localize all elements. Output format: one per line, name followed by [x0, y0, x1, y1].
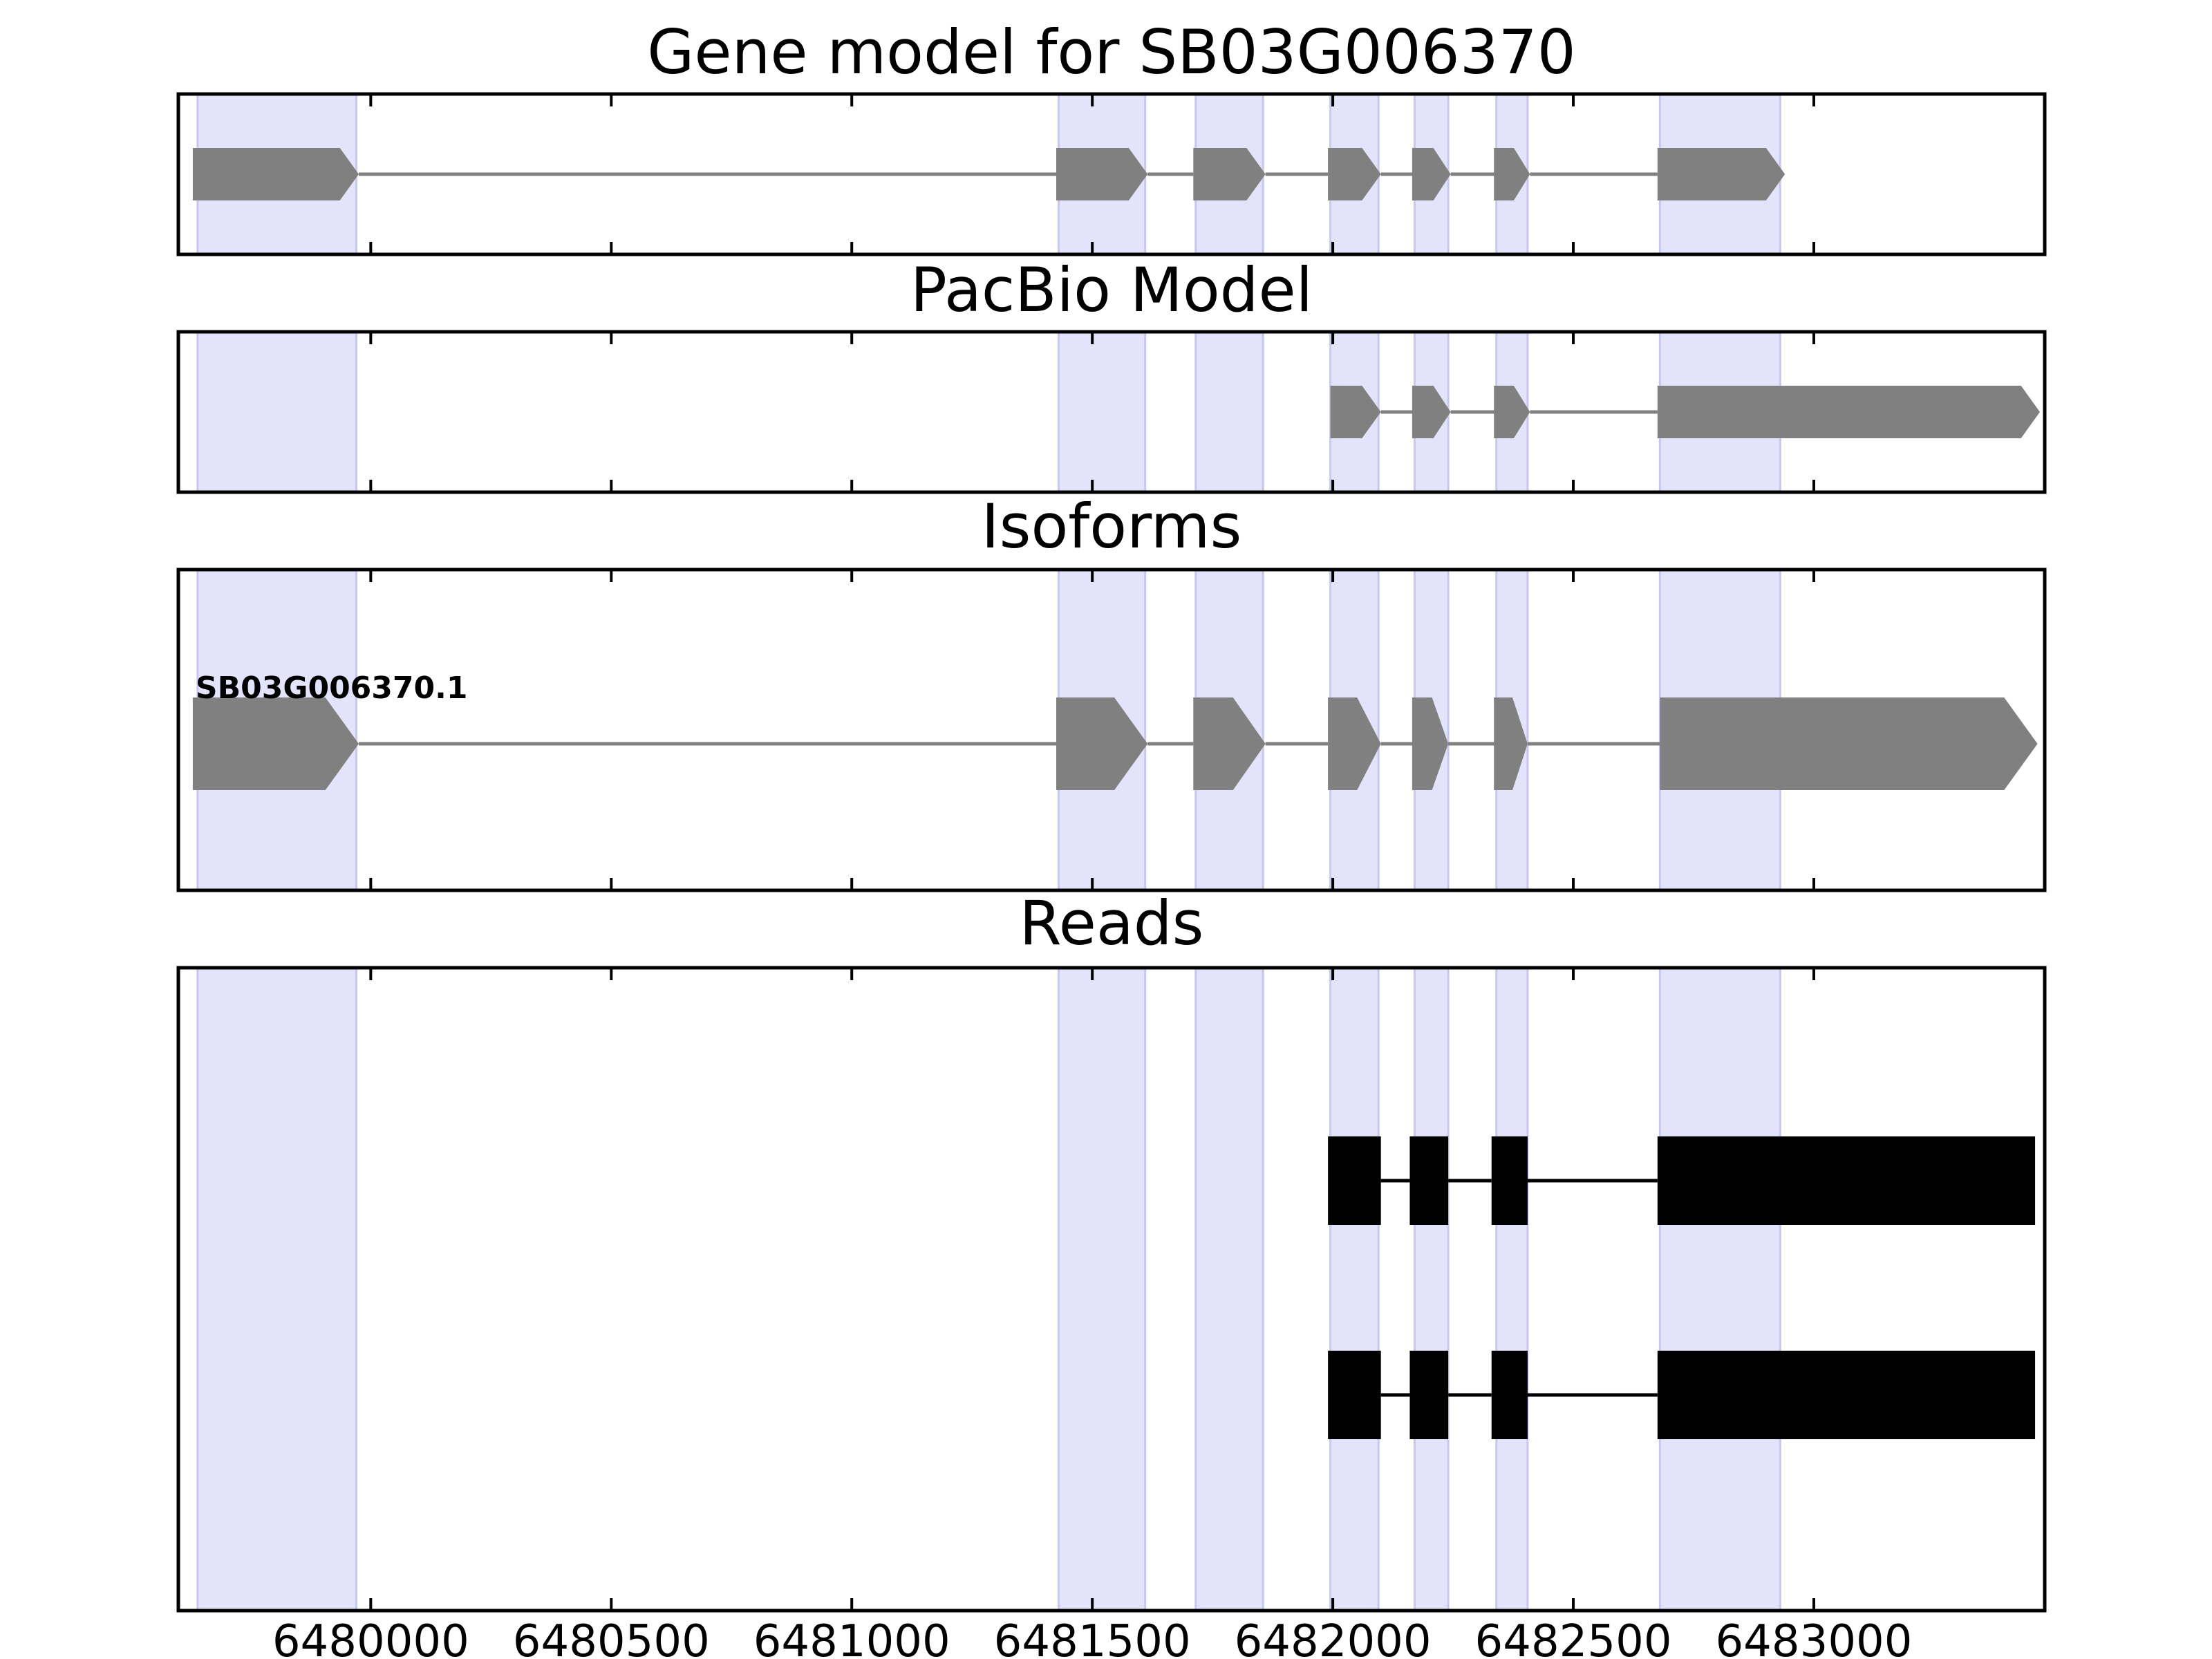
x-tick-label: 6483000 [1715, 1616, 1912, 1659]
highlight-band [1194, 966, 1264, 1612]
x-tick-label: 6482000 [1235, 1616, 1432, 1659]
read-exon [1328, 1136, 1381, 1225]
exon-arrow [1494, 697, 1528, 790]
highlight-band [1057, 330, 1147, 494]
highlight-band [1658, 966, 1781, 1612]
highlight-band [1057, 966, 1147, 1612]
highlight-band [1495, 966, 1529, 1612]
highlight-band [1329, 966, 1380, 1612]
highlight-band [1194, 330, 1264, 494]
exon-arrow [1412, 148, 1451, 200]
reads-panel: Reads 6480000 6480500 6481000 6481500 6482000… [176, 888, 2047, 1659]
exon-arrow [1330, 386, 1381, 438]
exon-arrow [1412, 386, 1451, 438]
read-exon [1657, 1136, 2036, 1225]
exon-arrow [1056, 697, 1148, 790]
x-tick-label: 6481500 [994, 1616, 1191, 1659]
gene-model-panel: Gene model for SB03G006370 [176, 17, 2047, 256]
x-tick-label: 6480000 [272, 1616, 469, 1659]
exon-arrow [1328, 697, 1381, 790]
exon-arrow [1657, 148, 1785, 200]
highlight-band [1413, 966, 1450, 1612]
exon-arrow [1193, 697, 1266, 790]
highlight-band [196, 330, 357, 494]
read-exon [1328, 1351, 1381, 1439]
isoform-label: SB03G006370.1 [196, 671, 468, 706]
isoforms-title: Isoforms [982, 491, 1242, 562]
read-exon [1657, 1351, 2036, 1439]
gene-model-title: Gene model for SB03G006370 [647, 17, 1576, 88]
exon-arrow [1660, 697, 2038, 790]
exon-arrow [1328, 148, 1381, 200]
exon-arrow [1193, 148, 1266, 200]
read-exon [1409, 1351, 1449, 1439]
gene-model-axes-frame [176, 92, 2047, 256]
read-exon [1491, 1351, 1528, 1439]
reads-title: Reads [1020, 888, 1204, 959]
read-exon [1491, 1136, 1528, 1225]
isoforms-panel: Isoforms SB03G006370.1 [176, 491, 2047, 892]
x-tick-label: 6481000 [753, 1616, 950, 1659]
pacbio-model-axes-frame [176, 330, 2047, 494]
exon-arrow [1494, 386, 1530, 438]
exon-arrow [192, 148, 359, 200]
x-tick-label: 6480500 [513, 1616, 710, 1659]
highlight-band [196, 966, 357, 1612]
reads-axes-frame [176, 966, 2047, 1613]
exon-arrow [1494, 148, 1530, 200]
exon-arrow [192, 697, 359, 790]
exon-arrow [1056, 148, 1148, 200]
x-tick-label: 6482500 [1475, 1616, 1672, 1659]
read-exon [1409, 1136, 1449, 1225]
pacbio-model-panel: PacBio Model [176, 254, 2047, 494]
isoforms-axes-frame [176, 568, 2047, 892]
pacbio-model-title: PacBio Model [910, 254, 1313, 326]
exon-arrow [1657, 386, 2040, 438]
exon-arrow [1412, 697, 1449, 790]
